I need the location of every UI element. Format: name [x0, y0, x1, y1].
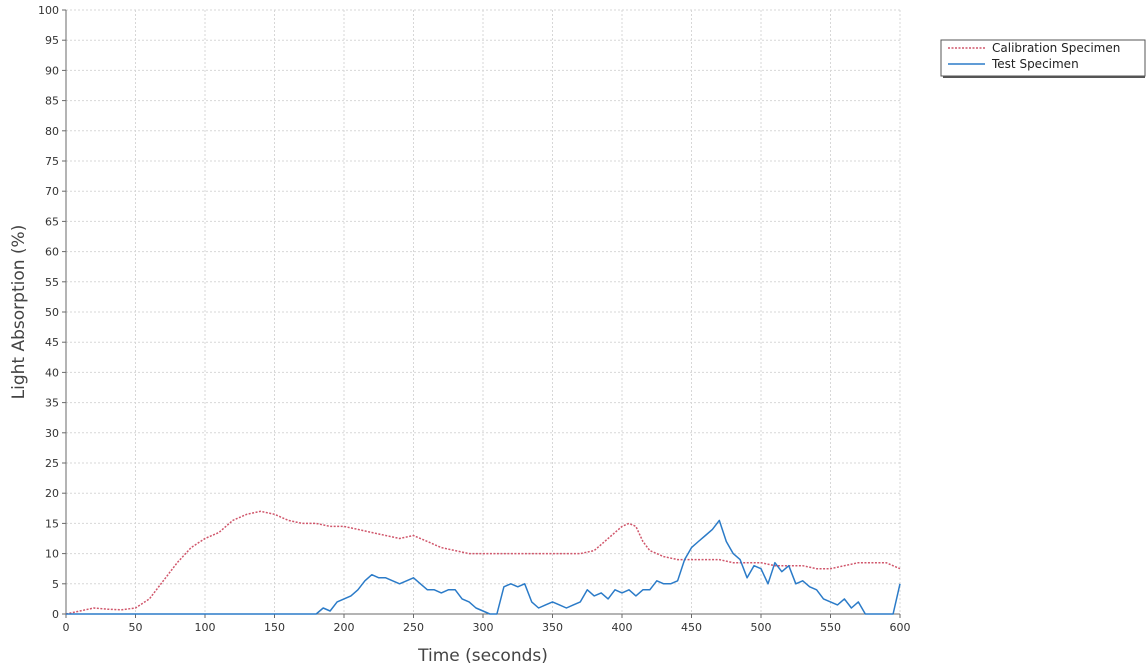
y-tick-label: 35: [45, 397, 59, 410]
y-tick-label: 0: [52, 608, 59, 621]
y-tick-label: 30: [45, 427, 59, 440]
y-tick-label: 40: [45, 366, 59, 379]
x-tick-label: 50: [129, 621, 143, 634]
y-tick-label: 20: [45, 487, 59, 500]
y-tick-label: 15: [45, 517, 59, 530]
x-tick-label: 0: [63, 621, 70, 634]
x-axis-title: Time (seconds): [417, 646, 548, 666]
x-tick-label: 400: [612, 621, 633, 634]
y-tick-label: 55: [45, 276, 59, 289]
legend-label-calibration: Calibration Specimen: [992, 41, 1120, 55]
y-tick-label: 25: [45, 457, 59, 470]
y-tick-label: 65: [45, 215, 59, 228]
x-tick-label: 600: [890, 621, 911, 634]
x-tick-label: 150: [264, 621, 285, 634]
y-tick-label: 5: [52, 578, 59, 591]
grid: [66, 9, 901, 614]
y-tick-label: 80: [45, 125, 59, 138]
y-tick-label: 90: [45, 64, 59, 77]
legend-label-test: Test Specimen: [991, 57, 1079, 71]
y-tick-label: 70: [45, 185, 59, 198]
x-tick-label: 200: [334, 621, 355, 634]
y-axis-title: Light Absorption (%): [9, 225, 29, 400]
y-tick-label: 10: [45, 548, 59, 561]
y-tick-label: 95: [45, 34, 59, 47]
x-tick-label: 250: [403, 621, 424, 634]
y-tick-label: 75: [45, 155, 59, 168]
y-tick-label: 45: [45, 336, 59, 349]
series-line-test: [66, 519, 901, 615]
x-tick-label: 550: [820, 621, 841, 634]
x-tick-label: 300: [473, 621, 494, 634]
x-tick-label: 500: [751, 621, 772, 634]
y-tick-label: 50: [45, 306, 59, 319]
y-tick-label: 60: [45, 246, 59, 259]
y-tick-label: 100: [38, 4, 59, 17]
series-line-calibration: [65, 510, 901, 615]
x-tick-label: 450: [681, 621, 702, 634]
x-tick-label: 100: [195, 621, 216, 634]
y-tick-label: 85: [45, 95, 59, 108]
x-tick-label: 350: [542, 621, 563, 634]
legend: Calibration Specimen Test Specimen: [940, 39, 1146, 78]
ticks: 0 5 10 15 20 25 30 35 40 45 50 55 60 65 70 75 80 85 90 95 10…: [38, 4, 911, 634]
series-lines: [65, 510, 901, 615]
